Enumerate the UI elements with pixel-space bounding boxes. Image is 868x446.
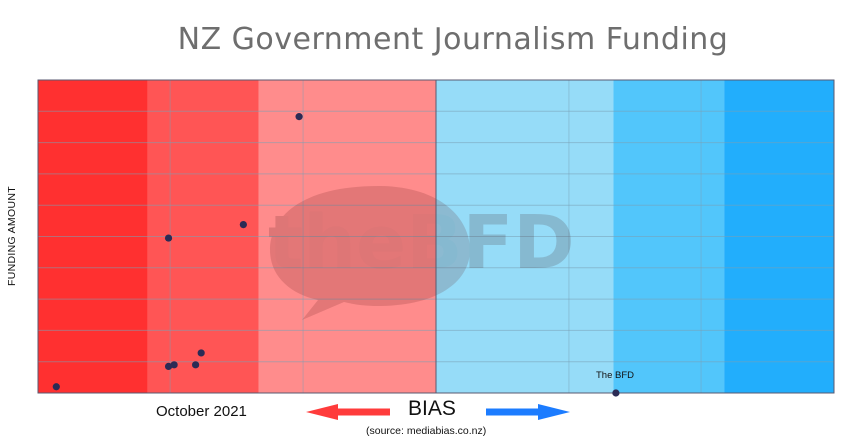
chart-title: NZ Government Journalism Funding [177, 22, 729, 57]
data-point-6 [197, 349, 205, 357]
data-point-2 [164, 234, 173, 242]
data-point-4 [170, 361, 178, 369]
bias-arrows [306, 404, 570, 420]
left-arrow-icon [306, 404, 390, 420]
source-label: (source: mediabias.co.nz) [366, 425, 487, 437]
data-points [52, 113, 620, 397]
data-point-9 [612, 389, 620, 397]
data-point-3 [164, 362, 173, 370]
data-point-5 [192, 361, 200, 369]
right-arrow-icon [486, 404, 570, 420]
watermark-logo: theBFD [268, 186, 575, 320]
watermark-text: theBFD [268, 200, 575, 286]
data-point-1 [52, 383, 60, 391]
x-axis-label: BIAS [408, 397, 456, 420]
data-point-8 [295, 113, 303, 121]
date-label: October 2021 [156, 403, 247, 420]
point-label-the-bfd: The BFD [596, 370, 635, 381]
data-point-7 [239, 221, 247, 229]
speech-bubble-icon [270, 186, 470, 320]
